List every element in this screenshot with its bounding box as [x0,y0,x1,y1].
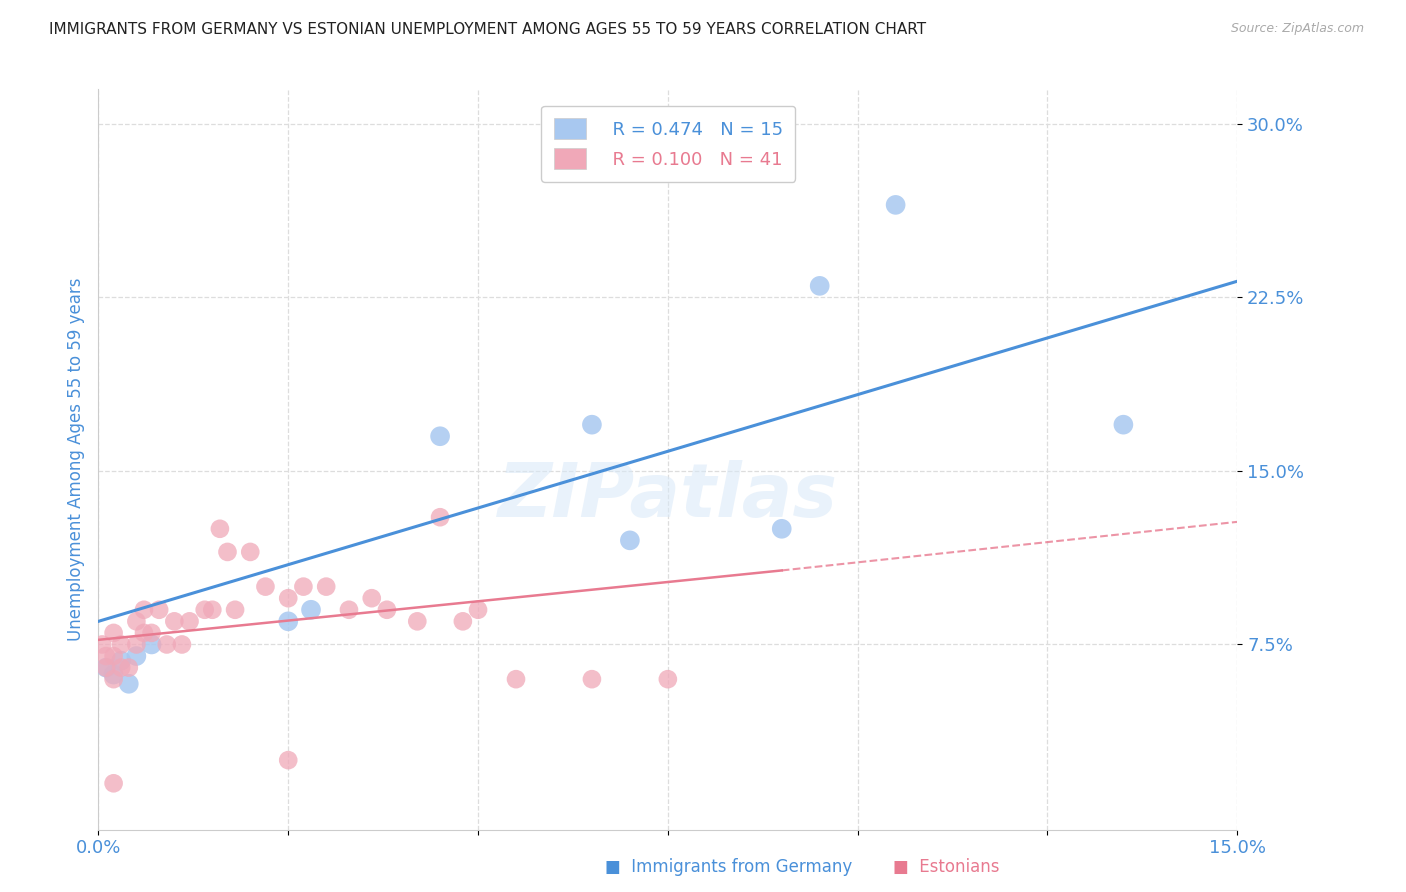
Point [360,591,382,606]
Point [194,603,217,617]
Point [103,776,125,790]
Point [110,637,132,651]
Point [239,545,262,559]
Text: IMMIGRANTS FROM GERMANY VS ESTONIAN UNEMPLOYMENT AMONG AGES 55 TO 59 YEARS CORRE: IMMIGRANTS FROM GERMANY VS ESTONIAN UNEM… [49,22,927,37]
Point [277,615,299,629]
Point [208,522,231,536]
Point [103,667,125,681]
Point [884,198,907,212]
Point [581,672,603,686]
Point [110,654,132,668]
Point [118,677,141,691]
Text: Source: ZipAtlas.com: Source: ZipAtlas.com [1230,22,1364,36]
Point [179,615,201,629]
Text: ■  Immigrants from Germany: ■ Immigrants from Germany [605,858,852,876]
Point [1112,417,1135,432]
Point [406,615,429,629]
Point [132,603,155,617]
Point [451,615,474,629]
Text: ■  Estonians: ■ Estonians [893,858,1000,876]
Point [91,637,114,651]
Point [103,648,125,663]
Point [337,603,360,617]
Point [808,278,831,293]
Point [125,637,148,651]
Point [375,603,398,617]
Point [156,637,179,651]
Point [770,522,793,536]
Point [299,603,322,617]
Point [254,580,277,594]
Point [163,615,186,629]
Point [277,753,299,767]
Point [103,626,125,640]
Point [125,615,148,629]
Point [217,545,239,559]
Point [141,626,163,640]
Point [118,660,141,674]
Point [94,660,117,674]
Point [429,510,451,524]
Point [581,417,603,432]
Legend:   R = 0.474   N = 15,   R = 0.100   N = 41: R = 0.474 N = 15, R = 0.100 N = 41 [541,105,796,182]
Point [429,429,451,443]
Point [315,580,337,594]
Point [505,672,527,686]
Point [201,603,224,617]
Point [132,626,155,640]
Point [94,660,117,674]
Point [467,603,489,617]
Point [224,603,246,617]
Point [141,637,163,651]
Point [110,660,132,674]
Point [148,603,170,617]
Point [170,637,193,651]
Point [657,672,679,686]
Point [103,672,125,686]
Y-axis label: Unemployment Among Ages 55 to 59 years: Unemployment Among Ages 55 to 59 years [66,277,84,641]
Text: ZIPatlas: ZIPatlas [498,460,838,533]
Point [94,648,117,663]
Point [619,533,641,548]
Point [277,591,299,606]
Point [125,648,148,663]
Point [292,580,315,594]
